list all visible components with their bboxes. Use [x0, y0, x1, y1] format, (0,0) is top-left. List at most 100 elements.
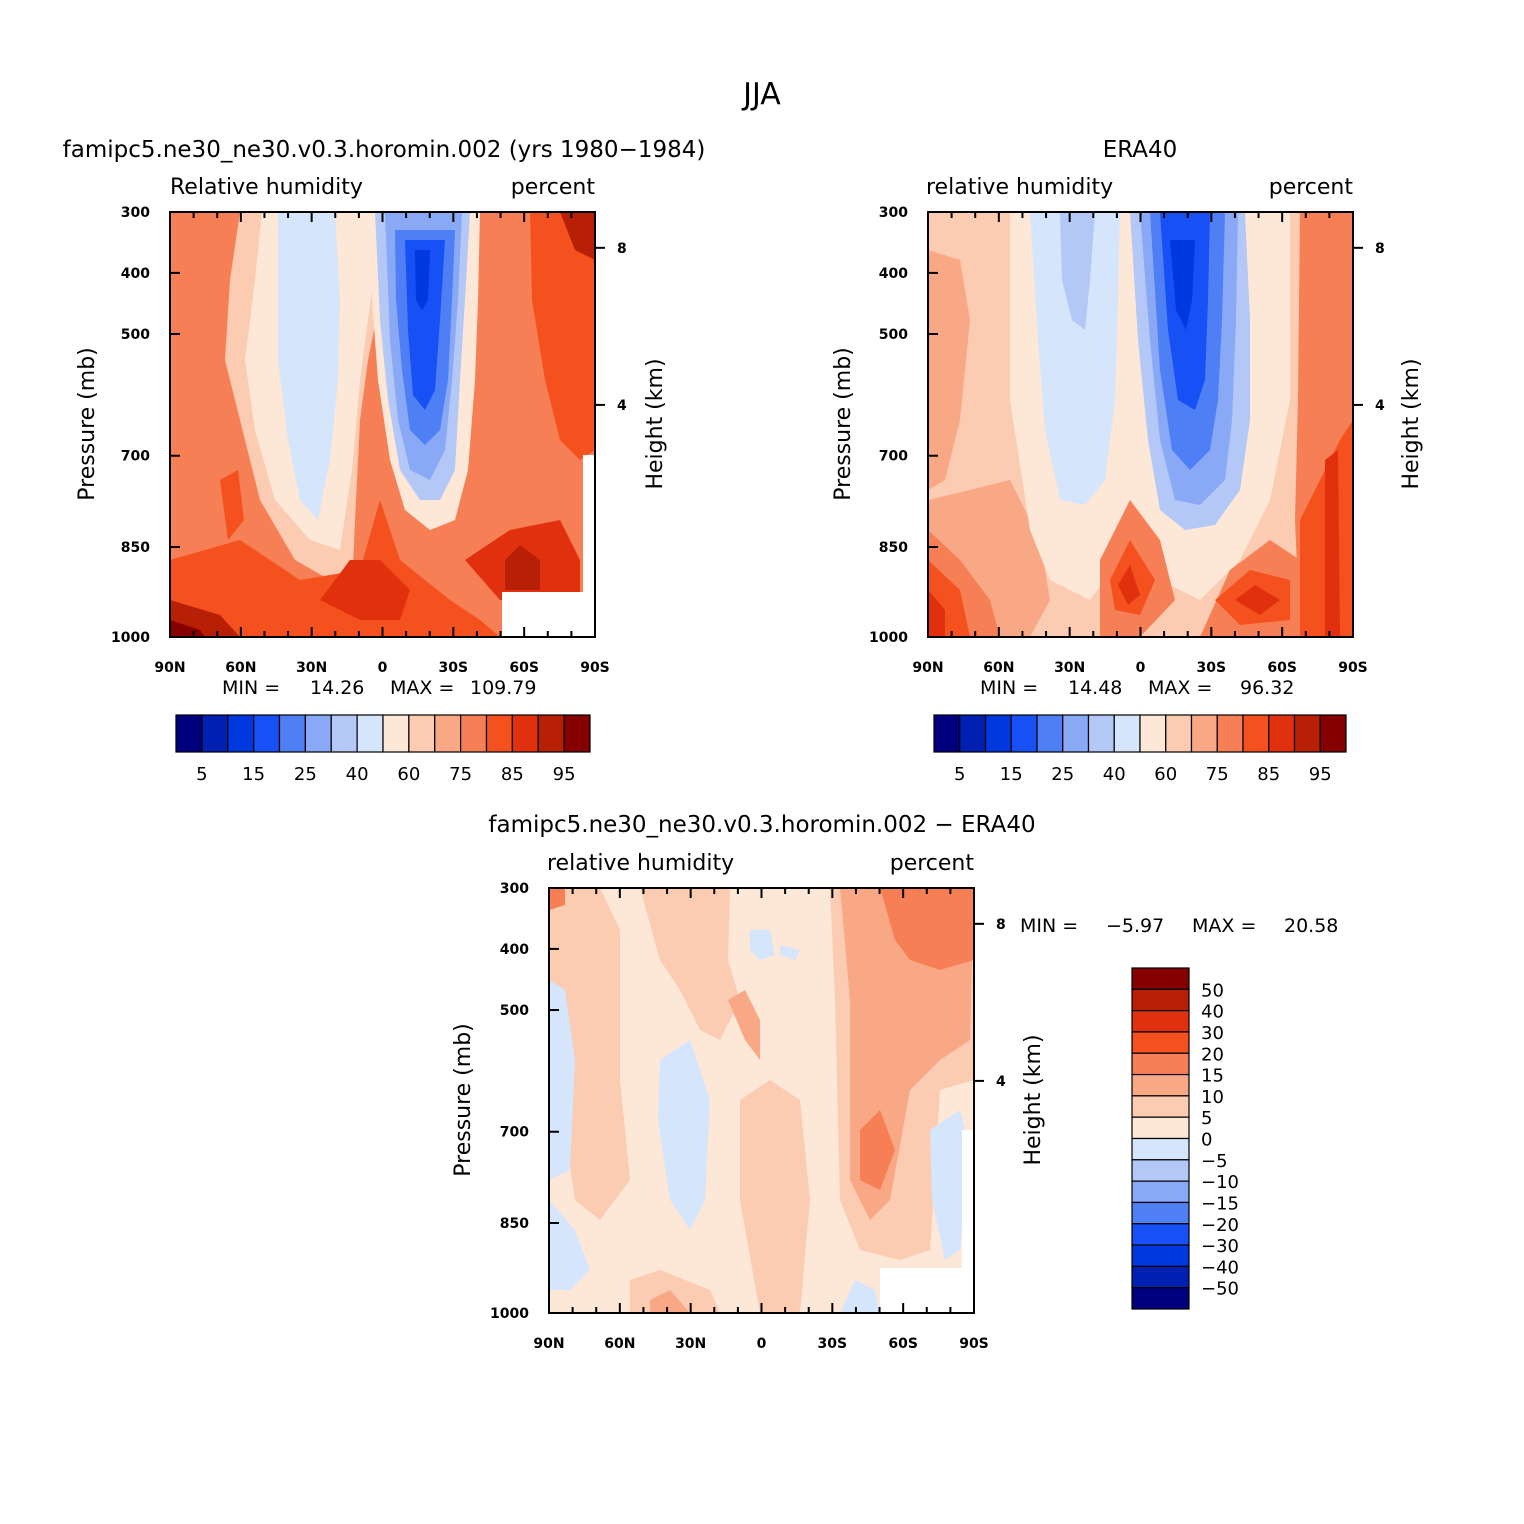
colorbar-swatch	[1139, 714, 1167, 753]
x-tick-label: 30N	[296, 660, 327, 676]
colorbar-label: 25	[294, 764, 317, 785]
y-tick-label: 700	[121, 449, 150, 465]
colorbar-swatch	[408, 714, 436, 753]
colorbar-swatch	[1131, 1137, 1190, 1161]
colorbar-label: 75	[1206, 764, 1229, 785]
colorbar-swatch	[1131, 988, 1190, 1012]
colorbar-swatch	[1087, 714, 1115, 753]
x-tick-label: 90N	[154, 660, 185, 676]
x-tick-label: 30N	[675, 1336, 706, 1352]
colorbar-swatch	[1131, 1095, 1190, 1118]
colorbar-swatch	[1113, 714, 1141, 753]
panel-difference: famipc5.ne30_ne30.v0.3.horomin.002 − ERA…	[451, 812, 1338, 1352]
x-tick-label: 0	[378, 660, 388, 676]
x-tick-label: 60S	[509, 660, 539, 676]
colorbar-swatch	[1293, 714, 1321, 753]
y-tick-label: 850	[879, 540, 908, 556]
units-label: percent	[511, 175, 596, 200]
colorbar-swatch	[227, 714, 255, 753]
y-tick-label: 850	[500, 1216, 529, 1232]
colorbar-label: 75	[449, 764, 472, 785]
y-tick-label: 850	[121, 540, 150, 556]
y-tick-label: 300	[500, 881, 529, 897]
contour-field	[549, 888, 974, 1313]
y-tick-label: 1000	[869, 630, 908, 646]
colorbar-label: 30	[1201, 1023, 1224, 1044]
variable-label: Relative humidity	[170, 175, 363, 200]
colorbar-label: −30	[1201, 1236, 1239, 1257]
colorbar-swatch	[1062, 714, 1090, 753]
colorbar-swatch	[356, 714, 384, 753]
right-tick-label: 4	[996, 1074, 1006, 1090]
x-tick-label: 60S	[1267, 660, 1297, 676]
colorbar-label: −40	[1201, 1257, 1239, 1278]
y-tick-label: 400	[500, 942, 529, 958]
colorbar-swatch	[1165, 714, 1193, 753]
y-axis-label: Pressure (mb)	[451, 1023, 476, 1177]
y-tick-label: 700	[879, 449, 908, 465]
min-value: 14.48	[1068, 677, 1122, 699]
x-tick-label: 60S	[888, 1336, 918, 1352]
x-tick-label: 60N	[225, 660, 256, 676]
colorbar-swatch	[1131, 1073, 1190, 1097]
x-tick-label: 90S	[1338, 660, 1368, 676]
colorbar-label: 40	[1103, 764, 1126, 785]
variable-label: relative humidity	[926, 175, 1113, 200]
colorbar-swatch	[201, 714, 229, 753]
y-tick-label: 1000	[490, 1306, 529, 1322]
colorbar-label: 20	[1201, 1044, 1224, 1065]
y-tick-label: 500	[121, 327, 150, 343]
colorbar-swatch	[1242, 714, 1270, 753]
y-tick-label: 300	[879, 205, 908, 221]
colorbar-label: 85	[501, 764, 524, 785]
right-tick-label: 4	[1375, 398, 1385, 414]
colorbar-label: 40	[346, 764, 369, 785]
x-tick-label: 90N	[533, 1336, 564, 1352]
max-value: 109.79	[470, 677, 536, 699]
colorbar-swatch	[304, 714, 332, 753]
colorbar-label: −50	[1201, 1279, 1239, 1300]
colorbar: 5 15 25 40 60 75 85 95	[175, 714, 591, 785]
colorbar-label: 95	[553, 764, 576, 785]
x-tick-label: 90S	[580, 660, 610, 676]
x-tick-label: 90S	[959, 1336, 989, 1352]
colorbar-swatch	[1190, 714, 1218, 753]
panel-title: famipc5.ne30_ne30.v0.3.horomin.002 (yrs …	[63, 137, 706, 163]
colorbar-swatch	[563, 714, 591, 753]
colorbar-swatch	[1131, 1116, 1190, 1140]
colorbar-swatch	[959, 714, 987, 753]
panel-model: famipc5.ne30_ne30.v0.3.horomin.002 (yrs …	[63, 137, 706, 785]
colorbar-label: 15	[1201, 1066, 1224, 1087]
max-label: MAX =	[1148, 677, 1212, 699]
right-tick-label: 8	[996, 917, 1006, 933]
min-label: MIN =	[1020, 915, 1078, 937]
x-tick-label: 60N	[983, 660, 1014, 676]
min-label: MIN =	[980, 677, 1038, 699]
x-tick-label: 60N	[604, 1336, 635, 1352]
colorbar-swatch	[1131, 1159, 1190, 1182]
y-tick-label: 700	[500, 1125, 529, 1141]
colorbar-swatch	[537, 714, 565, 753]
colorbar-label: 95	[1309, 764, 1332, 785]
contour-field	[928, 212, 1353, 637]
x-tick-label: 30S	[1197, 660, 1227, 676]
colorbar-swatch	[278, 714, 306, 753]
right-tick-label: 8	[617, 241, 627, 257]
x-tick-label: 0	[757, 1336, 767, 1352]
max-value: 20.58	[1284, 915, 1338, 937]
colorbar-label: 15	[1000, 764, 1023, 785]
colorbar-swatch	[1131, 1010, 1190, 1033]
colorbar-label: −20	[1201, 1215, 1239, 1236]
colorbar-swatch	[1036, 714, 1064, 753]
colorbar-swatch	[1010, 714, 1038, 753]
x-tick-label: 30S	[818, 1336, 848, 1352]
colorbar-swatch	[1131, 1244, 1190, 1267]
colorbar-swatch	[933, 714, 961, 753]
right-axis-label: Height (km)	[643, 358, 668, 489]
x-tick-label: 30S	[439, 660, 469, 676]
colorbar-label: 60	[397, 764, 420, 785]
units-label: percent	[1269, 175, 1354, 200]
colorbar-label: 5	[1201, 1108, 1212, 1129]
max-label: MAX =	[390, 677, 454, 699]
